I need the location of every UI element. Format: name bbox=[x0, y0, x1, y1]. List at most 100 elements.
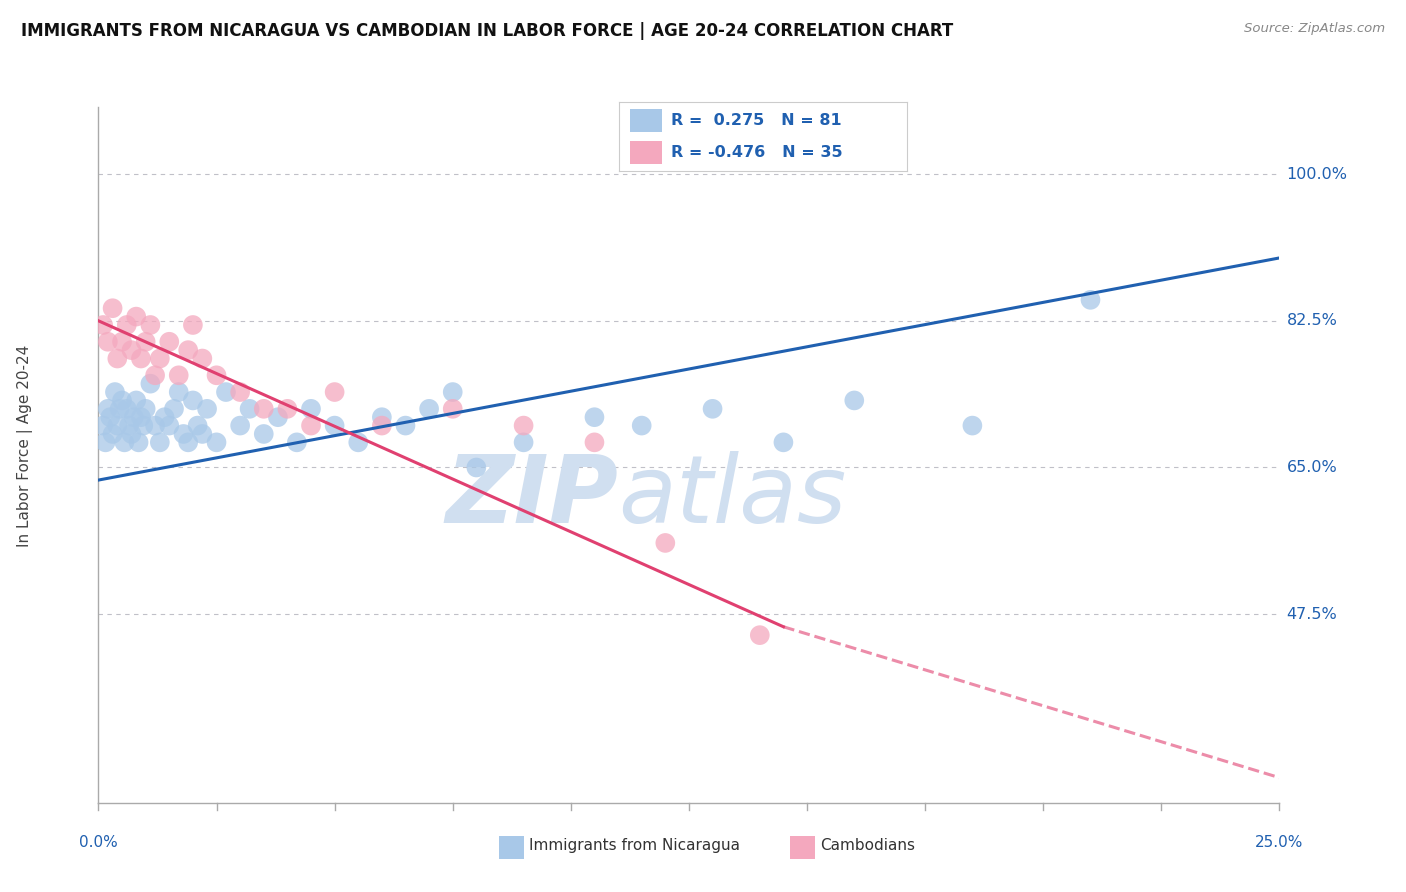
Text: In Labor Force | Age 20-24: In Labor Force | Age 20-24 bbox=[17, 345, 34, 547]
Text: 0.0%: 0.0% bbox=[79, 836, 118, 850]
Point bbox=[583, 410, 606, 425]
Point bbox=[143, 368, 166, 383]
Point bbox=[181, 393, 204, 408]
Point bbox=[97, 334, 120, 349]
Point bbox=[129, 410, 152, 425]
Point bbox=[299, 418, 322, 433]
Point bbox=[135, 401, 157, 416]
Point bbox=[121, 427, 143, 442]
Point bbox=[121, 343, 143, 358]
Text: 65.0%: 65.0% bbox=[1286, 460, 1337, 475]
Point bbox=[177, 343, 200, 358]
Text: IMMIGRANTS FROM NICARAGUA VS CAMBODIAN IN LABOR FORCE | AGE 20-24 CORRELATION CH: IMMIGRANTS FROM NICARAGUA VS CAMBODIAN I… bbox=[21, 22, 953, 40]
Point bbox=[97, 401, 120, 416]
Point bbox=[191, 427, 214, 442]
Point bbox=[108, 401, 131, 416]
Text: Immigrants from Nicaragua: Immigrants from Nicaragua bbox=[529, 838, 740, 853]
Point bbox=[465, 460, 488, 475]
Point bbox=[125, 310, 148, 324]
Point bbox=[91, 318, 114, 332]
Bar bbox=[630, 141, 662, 164]
Point bbox=[128, 435, 150, 450]
Point bbox=[267, 410, 290, 425]
Point bbox=[239, 401, 262, 416]
Point bbox=[167, 368, 190, 383]
Point bbox=[323, 385, 346, 400]
Point bbox=[111, 334, 134, 349]
Point bbox=[101, 301, 124, 316]
Point bbox=[371, 418, 394, 433]
Text: 82.5%: 82.5% bbox=[1286, 313, 1337, 328]
Point bbox=[94, 435, 117, 450]
Point bbox=[583, 435, 606, 450]
Point bbox=[191, 351, 214, 366]
Point bbox=[118, 418, 141, 433]
Point bbox=[772, 435, 794, 450]
Point bbox=[1080, 293, 1102, 307]
Point bbox=[187, 418, 209, 433]
Text: ZIP: ZIP bbox=[446, 450, 619, 542]
Point bbox=[98, 410, 121, 425]
Point bbox=[143, 418, 166, 433]
Point bbox=[112, 435, 135, 450]
Point bbox=[163, 401, 186, 416]
Point bbox=[205, 435, 228, 450]
Point bbox=[205, 368, 228, 383]
Point bbox=[229, 385, 252, 400]
Point bbox=[323, 418, 346, 433]
Point bbox=[512, 435, 534, 450]
Point bbox=[418, 401, 440, 416]
Text: R = -0.476   N = 35: R = -0.476 N = 35 bbox=[671, 145, 842, 160]
Point bbox=[195, 401, 218, 416]
Point bbox=[105, 351, 128, 366]
Point bbox=[276, 401, 298, 416]
Point bbox=[157, 418, 180, 433]
Point bbox=[149, 435, 172, 450]
Point bbox=[512, 418, 534, 433]
Point bbox=[167, 385, 190, 400]
Point bbox=[177, 435, 200, 450]
Point bbox=[347, 435, 370, 450]
Point bbox=[441, 401, 464, 416]
Point bbox=[111, 393, 134, 408]
Point bbox=[299, 401, 322, 416]
Point bbox=[115, 318, 138, 332]
Point bbox=[844, 393, 866, 408]
Point bbox=[91, 418, 114, 433]
Point bbox=[172, 427, 194, 442]
Point bbox=[181, 318, 204, 332]
Text: 100.0%: 100.0% bbox=[1286, 167, 1347, 182]
Text: Source: ZipAtlas.com: Source: ZipAtlas.com bbox=[1244, 22, 1385, 36]
Point bbox=[115, 401, 138, 416]
Point bbox=[630, 418, 652, 433]
Point bbox=[253, 427, 276, 442]
Text: R =  0.275   N = 81: R = 0.275 N = 81 bbox=[671, 113, 841, 128]
Point bbox=[654, 536, 676, 550]
Point bbox=[441, 385, 464, 400]
Bar bbox=[630, 109, 662, 132]
Text: 25.0%: 25.0% bbox=[1256, 836, 1303, 850]
Point bbox=[371, 410, 394, 425]
Point bbox=[702, 401, 724, 416]
Point bbox=[125, 393, 148, 408]
Point bbox=[962, 418, 984, 433]
Point bbox=[139, 318, 162, 332]
Point bbox=[748, 628, 770, 642]
Point bbox=[215, 385, 238, 400]
Text: atlas: atlas bbox=[619, 451, 846, 542]
Point bbox=[101, 427, 124, 442]
Text: Cambodians: Cambodians bbox=[820, 838, 915, 853]
Point bbox=[153, 410, 176, 425]
Point bbox=[132, 418, 155, 433]
Point bbox=[135, 334, 157, 349]
Text: 47.5%: 47.5% bbox=[1286, 607, 1337, 622]
Point bbox=[139, 376, 162, 391]
Point bbox=[105, 418, 128, 433]
Point bbox=[129, 351, 152, 366]
Point bbox=[104, 385, 127, 400]
Point bbox=[394, 418, 416, 433]
Point bbox=[122, 410, 145, 425]
Point bbox=[253, 401, 276, 416]
Point bbox=[157, 334, 180, 349]
Point bbox=[229, 418, 252, 433]
